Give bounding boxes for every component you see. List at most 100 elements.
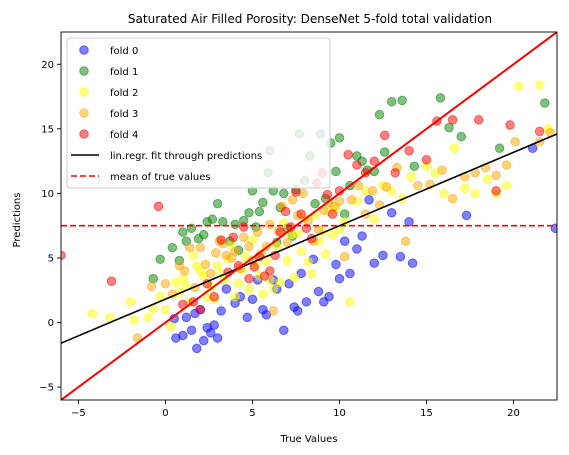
legend-label: fold 1 (110, 67, 138, 78)
data-point (181, 312, 192, 323)
data-point (301, 297, 312, 307)
data-point (178, 227, 188, 237)
chart-title: Saturated Air Filled Porosity: DenseNet … (128, 12, 492, 26)
data-point (331, 166, 341, 177)
data-point (218, 217, 228, 227)
data-point (282, 237, 293, 248)
data-point (230, 291, 240, 302)
y-axis-label: Predictions (12, 193, 23, 248)
data-point (146, 281, 157, 292)
axes-frame (60, 31, 558, 401)
data-point (534, 80, 545, 90)
data-point (343, 149, 353, 160)
data-point (352, 160, 362, 170)
data-point (357, 231, 367, 241)
legend-marker (79, 66, 89, 76)
data-point (188, 250, 199, 261)
data-point (345, 297, 355, 307)
data-point (153, 201, 164, 212)
data-point (289, 272, 300, 283)
legend-label: fold 4 (110, 130, 138, 141)
x-tick-label: 0 (162, 408, 168, 419)
data-point (265, 219, 275, 230)
data-point (195, 242, 206, 253)
y-tick-label: 15 (41, 124, 54, 135)
data-point (209, 320, 219, 330)
data-point (268, 284, 279, 294)
data-point (230, 219, 240, 230)
data-point (386, 96, 397, 107)
data-point (327, 229, 338, 240)
data-point (437, 165, 447, 175)
data-point (221, 284, 232, 294)
data-point (211, 248, 221, 258)
x-tick-label: 10 (333, 408, 346, 419)
data-point (291, 187, 301, 197)
data-point (461, 210, 472, 221)
data-point (278, 325, 289, 336)
data-point (212, 260, 223, 271)
data-point (444, 122, 454, 133)
axes: −5 0 5 10 15 20 −5 0 5 10 15 20 (39, 31, 558, 419)
legend: fold 0 fold 1 fold 2 fold 3 fold 4 lin.regr. … (66, 37, 331, 189)
data-point (379, 147, 390, 157)
x-tick-label: −5 (71, 408, 86, 419)
legend-label: mean of true values (110, 172, 211, 183)
data-point (160, 278, 171, 289)
data-point (320, 249, 331, 259)
data-point (334, 273, 345, 284)
data-point (209, 291, 219, 302)
data-point (167, 242, 178, 253)
legend-label: fold 2 (110, 88, 138, 99)
data-point (228, 232, 239, 243)
data-point (198, 335, 209, 346)
data-point (473, 115, 484, 125)
data-point (505, 120, 515, 130)
data-point (200, 259, 211, 270)
data-point (238, 222, 249, 232)
data-point (374, 109, 385, 120)
y-tick-label: 5 (48, 253, 54, 264)
data-point (447, 115, 458, 125)
data-point (87, 308, 98, 319)
data-point (244, 207, 254, 218)
data-point (106, 276, 117, 287)
x-tick-label: 20 (507, 408, 520, 419)
data-point (244, 273, 254, 284)
data-point (395, 251, 406, 262)
data-point (540, 98, 550, 108)
data-point (292, 306, 303, 316)
data-point (449, 143, 460, 154)
data-point (339, 236, 350, 246)
data-point (491, 186, 501, 196)
y-tick-label: 10 (41, 189, 54, 200)
data-point (459, 183, 470, 194)
data-point (313, 286, 324, 297)
legend-box (66, 37, 331, 189)
data-point (242, 312, 253, 323)
legend-label: fold 3 (110, 109, 138, 120)
data-point (155, 254, 165, 265)
data-point (353, 180, 364, 191)
data-point (456, 131, 467, 142)
data-point (198, 229, 209, 240)
data-point (369, 258, 380, 268)
data-point (397, 95, 407, 106)
data-point (104, 312, 115, 323)
data-point (339, 251, 350, 262)
data-point (306, 268, 317, 279)
data-point (148, 273, 159, 284)
data-point (378, 250, 388, 261)
data-point (327, 209, 338, 219)
data-point (296, 246, 306, 257)
data-point (501, 180, 512, 191)
data-point (369, 214, 380, 225)
data-point (179, 266, 190, 276)
data-point (412, 180, 423, 191)
data-point (184, 242, 195, 253)
data-point (447, 193, 458, 204)
data-point (272, 241, 282, 252)
legend-marker (79, 108, 89, 118)
data-point (280, 206, 291, 217)
data-point (407, 258, 418, 268)
